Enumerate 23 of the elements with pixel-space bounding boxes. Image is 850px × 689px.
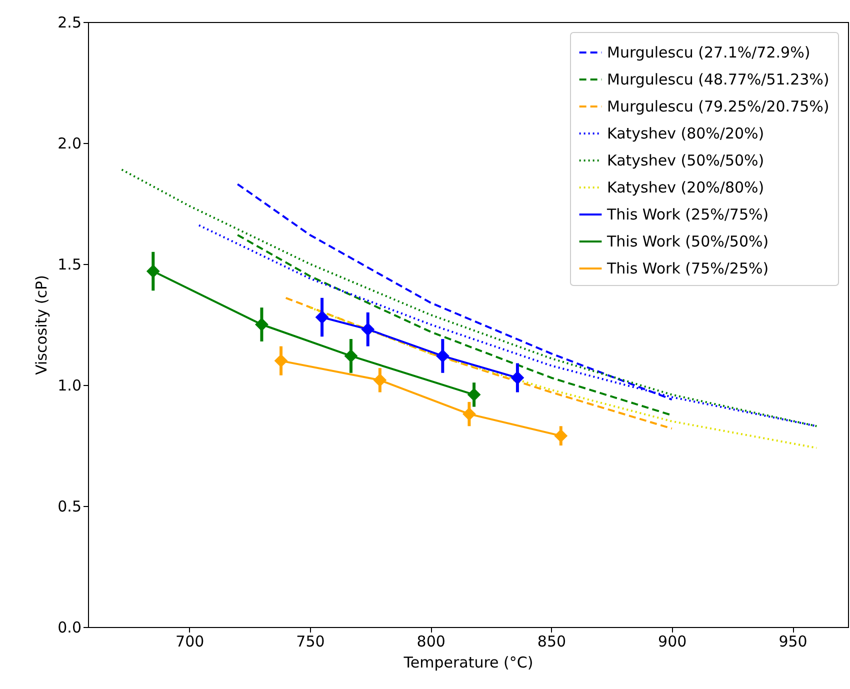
legend-label: Katyshev (50%/50%) xyxy=(607,152,764,170)
x-tick-label: 700 xyxy=(176,632,204,650)
legend-label: This Work (50%/50%) xyxy=(606,232,769,250)
y-axis-title: Viscosity (cP) xyxy=(32,275,51,375)
y-tick-label: 2.0 xyxy=(58,134,82,152)
legend-label: Murgulescu (48.77%/51.23%) xyxy=(607,70,830,88)
x-tick-label: 850 xyxy=(537,632,566,650)
legend-label: This Work (25%/75%) xyxy=(606,206,769,224)
legend-label: Katyshev (20%/80%) xyxy=(607,178,764,196)
y-tick-label: 0.5 xyxy=(58,498,82,516)
y-tick-label: 1.0 xyxy=(58,376,82,394)
y-tick-label: 2.5 xyxy=(58,14,82,32)
x-axis-title: Temperature (°C) xyxy=(402,654,534,672)
x-tick-label: 900 xyxy=(658,632,687,650)
y-tick-label: 0.0 xyxy=(58,618,82,636)
legend-label: This Work (75%/25%) xyxy=(606,260,769,278)
legend-label: Murgulescu (79.25%/20.75%) xyxy=(607,98,830,116)
x-tick-label: 950 xyxy=(778,632,808,650)
legend-label: Katyshev (80%/20%) xyxy=(607,124,764,142)
x-tick-label: 750 xyxy=(296,632,325,650)
legend-label: Murgulescu (27.1%/72.9%) xyxy=(607,44,810,62)
x-tick-label: 800 xyxy=(416,632,446,650)
y-tick-label: 1.5 xyxy=(58,256,82,274)
